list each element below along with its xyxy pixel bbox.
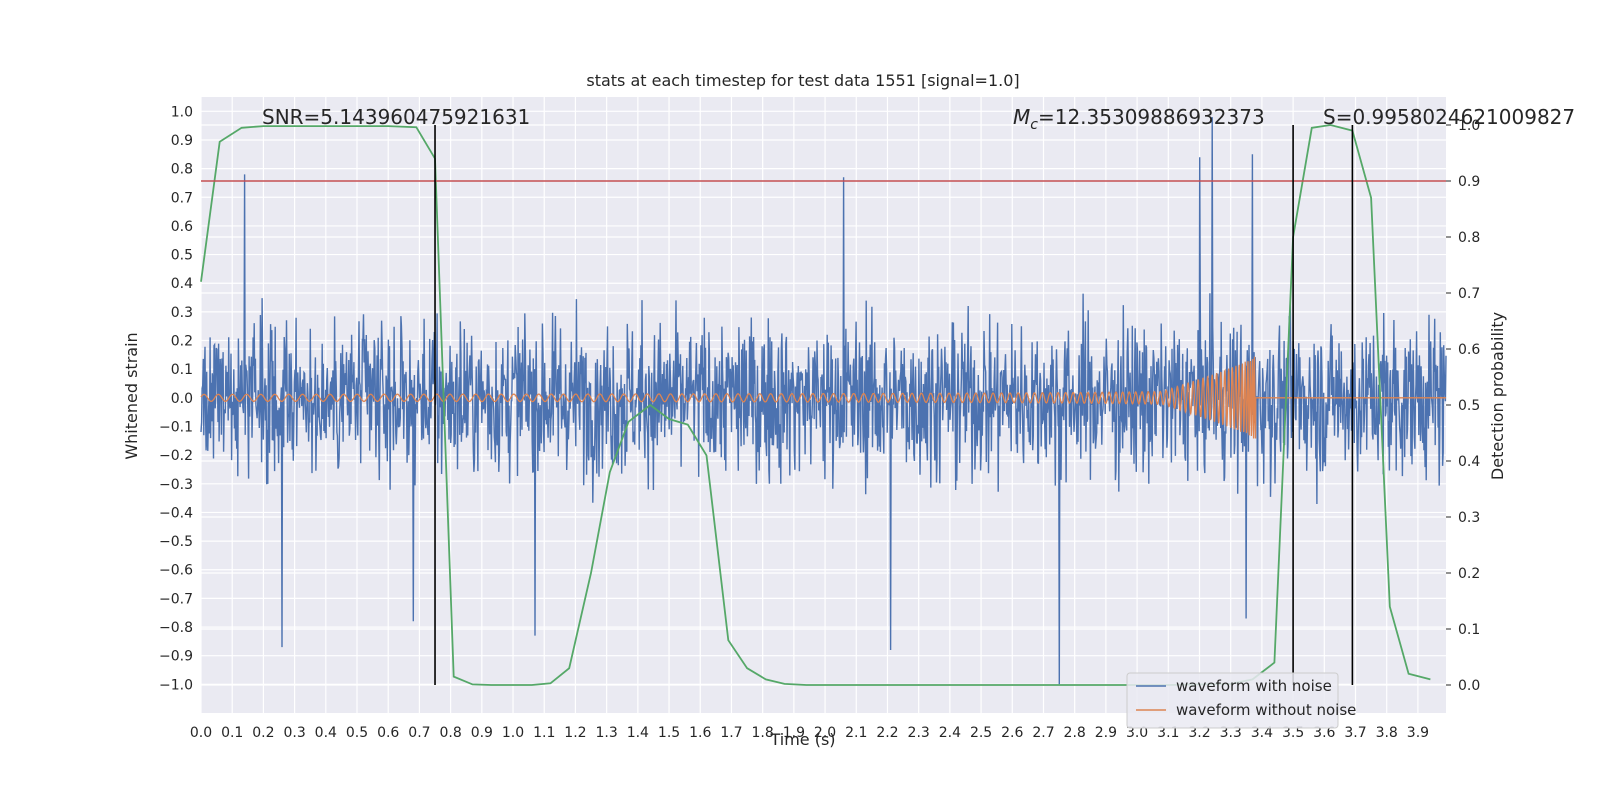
y-tick-label: −0.8 — [159, 620, 193, 636]
legend-frame — [1126, 672, 1339, 729]
y-tick-label: 0.4 — [171, 276, 193, 292]
legend-label-waveform-with-noise: waveform with noise — [1176, 677, 1332, 695]
y2-tick-label: 0.8 — [1458, 230, 1480, 246]
x-tick-label: 3.5 — [1282, 725, 1304, 741]
y2-tick-label: 0.1 — [1458, 622, 1480, 638]
y2-tick-label: 0.4 — [1458, 454, 1480, 470]
y-tick-label: 0.8 — [171, 162, 193, 178]
y2-axis-ticks: 1.0 0.9 0.8 0.7 0.6 0.5 0.4 0.3 0.2 0.1 0.0 — [1446, 118, 1480, 694]
x-tick-label: 2.9 — [1095, 725, 1117, 741]
x-axis-label: Time (s) — [769, 730, 835, 749]
y-tick-label: −0.2 — [159, 448, 193, 464]
y2-tick-label: 0.3 — [1458, 510, 1480, 526]
x-tick-label: 0.7 — [408, 725, 430, 741]
x-tick-label: 2.8 — [1064, 725, 1086, 741]
x-tick-label: 0.3 — [283, 725, 305, 741]
y2-tick-label: 0.5 — [1458, 398, 1480, 414]
s-annotation: S=0.9958024621009827 — [1323, 105, 1575, 129]
chirp-mass-subscript: c — [1030, 117, 1038, 133]
x-tick-label: 0.9 — [471, 725, 493, 741]
chart-title: stats at each timestep for test data 155… — [586, 71, 1019, 90]
x-tick-label: 0.4 — [315, 725, 337, 741]
x-axis-ticks: 0.0 0.1 0.2 0.3 0.4 0.5 0.6 0.7 0.8 0.9 1.0 1.1 1.2 1… — [190, 725, 1429, 741]
vertical-markers — [434, 125, 1354, 685]
x-tick-label: 1.6 — [689, 725, 711, 741]
y-tick-label: −0.4 — [159, 505, 193, 521]
y-tick-label: 0.5 — [171, 248, 193, 264]
chirp-mass-symbol: M — [1013, 105, 1030, 129]
x-tick-label: 1.0 — [502, 725, 524, 741]
y-tick-label: 1.0 — [171, 104, 193, 120]
y-tick-label: −0.9 — [159, 649, 193, 665]
series-waveform-without-noise — [200, 356, 1446, 439]
legend: waveform with noise waveform without noi… — [1126, 672, 1356, 729]
x-tick-label: 1.3 — [596, 725, 618, 741]
x-tick-label: 3.8 — [1376, 725, 1398, 741]
x-tick-label: 3.9 — [1407, 725, 1429, 741]
x-tick-label: 1.9 — [783, 725, 805, 741]
x-tick-label: 0.2 — [252, 725, 274, 741]
y-tick-label: −0.3 — [159, 477, 193, 493]
y2-tick-label: 0.6 — [1458, 342, 1480, 358]
y-tick-label: 0.7 — [171, 190, 193, 206]
y-tick-label: −0.6 — [159, 563, 193, 579]
y2-tick-label: 0.7 — [1458, 286, 1480, 302]
x-tick-label: 1.4 — [627, 725, 649, 741]
y-axis-label: Whitened strain — [122, 332, 141, 459]
x-tick-label: 0.8 — [439, 725, 461, 741]
y2-axis-label: Detection probability — [1488, 312, 1507, 480]
x-tick-label: 3.6 — [1313, 725, 1335, 741]
x-tick-label: 2.3 — [908, 725, 930, 741]
y2-tick-label: 0.9 — [1458, 174, 1480, 190]
x-tick-label: 1.5 — [658, 725, 680, 741]
x-tick-label: 1.7 — [720, 725, 742, 741]
y2-tick-label: 0.2 — [1458, 566, 1480, 582]
x-tick-label: 3.7 — [1344, 725, 1366, 741]
chirp-mass-annotation: Mc=12.35309886932373 — [1013, 105, 1265, 133]
x-tick-label: 0.1 — [221, 725, 243, 741]
y2-tick-label: 1.0 — [1458, 118, 1480, 134]
y-tick-label: 0.9 — [171, 133, 193, 149]
y-tick-label: 0.3 — [171, 305, 193, 321]
x-tick-label: 1.1 — [533, 725, 555, 741]
x-tick-label: 2.7 — [1032, 725, 1054, 741]
x-tick-label: 0.5 — [346, 725, 368, 741]
y-tick-label: −0.1 — [159, 419, 193, 435]
x-tick-label: 0.6 — [377, 725, 399, 741]
x-tick-label: 2.1 — [845, 725, 867, 741]
chirp-mass-value: =12.35309886932373 — [1038, 105, 1265, 129]
y-tick-label: −1.0 — [159, 677, 193, 693]
plot-area — [200, 117, 1447, 686]
series-detection-probability — [200, 124, 1431, 686]
y-axis-ticks: 1.0 0.9 0.8 0.7 0.6 0.5 0.4 0.3 0.2 0.1 0.0 −0.1 −0.… — [159, 104, 193, 693]
x-tick-label: 1.2 — [564, 725, 586, 741]
x-tick-label: 2.6 — [1001, 725, 1023, 741]
x-tick-label: 3.4 — [1251, 725, 1273, 741]
x-tick-label: 2.5 — [970, 725, 992, 741]
x-tick-label: 3.3 — [1220, 725, 1242, 741]
legend-label-waveform-without-noise: waveform without noise — [1176, 701, 1356, 719]
x-tick-label: 2.2 — [876, 725, 898, 741]
snr-annotation: SNR=5.143960475921631 — [262, 105, 530, 129]
y-tick-label: 0.0 — [171, 391, 193, 407]
y2-tick-label: 0.0 — [1458, 678, 1480, 694]
y-tick-label: −0.5 — [159, 534, 193, 550]
x-tick-label: 2.0 — [814, 725, 836, 741]
y-tick-label: −0.7 — [159, 591, 193, 607]
x-tick-label: 3.0 — [1126, 725, 1148, 741]
y-tick-label: 0.6 — [171, 219, 193, 235]
y-tick-label: 0.2 — [171, 334, 193, 350]
x-tick-label: 2.4 — [939, 725, 961, 741]
y-tick-label: 0.1 — [171, 362, 193, 378]
x-tick-label: 0.0 — [190, 725, 212, 741]
x-tick-label: 3.1 — [1157, 725, 1179, 741]
x-tick-label: 1.8 — [752, 725, 774, 741]
x-tick-label: 3.2 — [1188, 725, 1210, 741]
